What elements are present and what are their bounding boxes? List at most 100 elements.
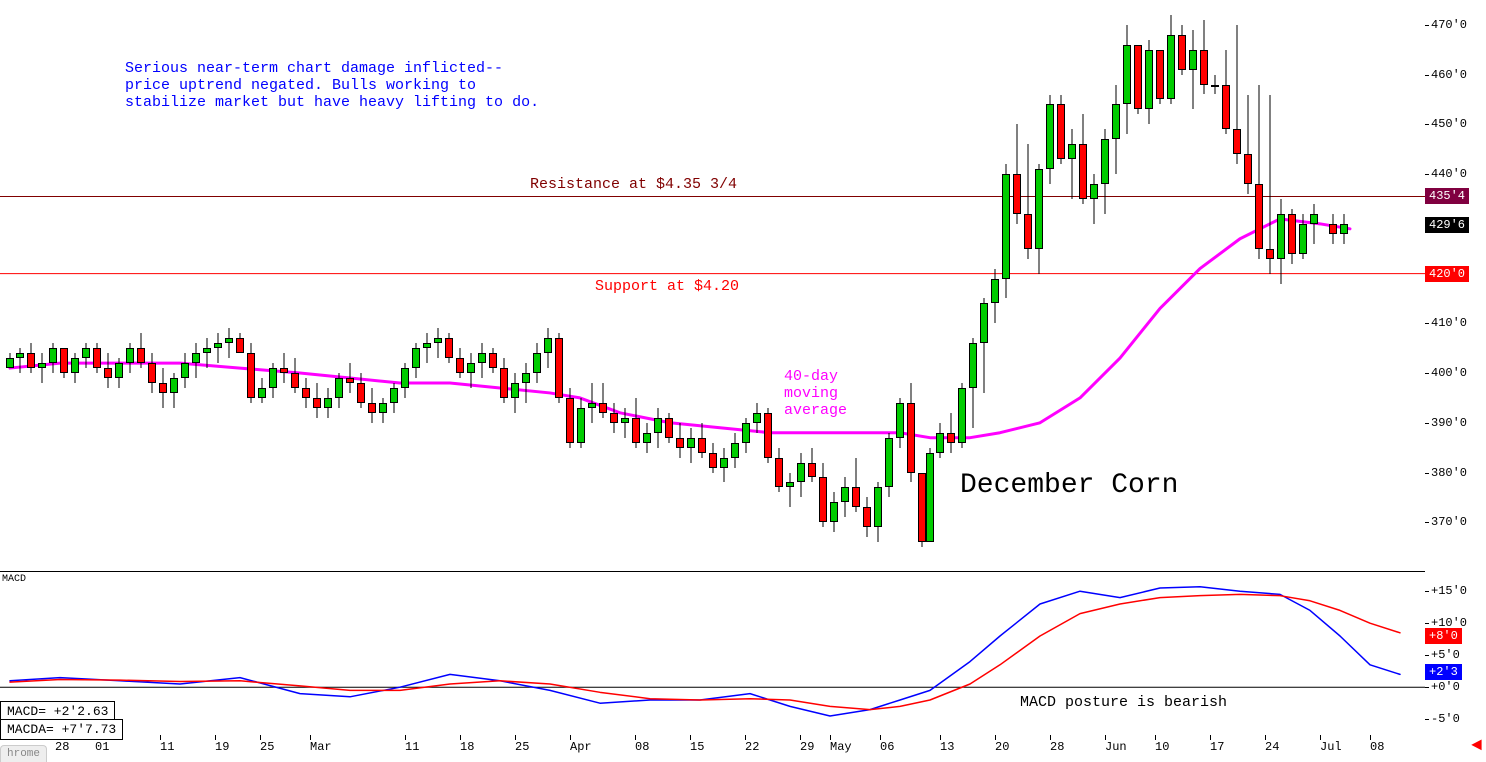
price-tag: 429'6: [1425, 217, 1469, 233]
x-tick: 11: [160, 740, 174, 754]
resistance-label: Resistance at $4.35 3/4: [530, 176, 737, 193]
candle[interactable]: [808, 0, 816, 572]
x-tick: 08: [635, 740, 649, 754]
candle[interactable]: [1244, 0, 1252, 572]
red-arrow-icon: ◄: [1471, 736, 1482, 756]
macd-tag: +8'0: [1425, 628, 1462, 644]
x-tick: May: [830, 740, 852, 754]
candle[interactable]: [1329, 0, 1337, 572]
x-tick: 06: [880, 740, 894, 754]
x-tick: Apr: [570, 740, 592, 754]
x-tick: 13: [940, 740, 954, 754]
candle[interactable]: [841, 0, 849, 572]
y-tick: 440'0: [1425, 167, 1467, 181]
candle[interactable]: [71, 0, 79, 572]
candle[interactable]: [6, 0, 14, 572]
candle[interactable]: [947, 0, 955, 572]
candle[interactable]: [936, 0, 944, 572]
candle[interactable]: [885, 0, 893, 572]
macd-commentary: MACD posture is bearish: [1020, 694, 1227, 711]
y-tick: 450'0: [1425, 117, 1467, 131]
support-label: Support at $4.20: [595, 278, 739, 295]
candle[interactable]: [38, 0, 46, 572]
x-tick: 22: [745, 740, 759, 754]
x-tick: 10: [1155, 740, 1169, 754]
candle[interactable]: [1211, 0, 1219, 572]
candle[interactable]: [852, 0, 860, 572]
candle[interactable]: [764, 0, 772, 572]
candle[interactable]: [819, 0, 827, 572]
candle[interactable]: [1200, 0, 1208, 572]
macd-y-tick: +5'0: [1425, 648, 1460, 662]
candle[interactable]: [82, 0, 90, 572]
x-tick: 01: [95, 740, 109, 754]
candle[interactable]: [27, 0, 35, 572]
candle[interactable]: [93, 0, 101, 572]
y-tick: 410'0: [1425, 316, 1467, 330]
x-tick: 28: [55, 740, 69, 754]
y-tick: 380'0: [1425, 466, 1467, 480]
candle[interactable]: [753, 0, 761, 572]
candle[interactable]: [566, 0, 574, 572]
candle[interactable]: [918, 0, 926, 572]
macd-y-tick: -5'0: [1425, 712, 1460, 726]
candle[interactable]: [60, 0, 68, 572]
candle[interactable]: [1255, 0, 1263, 572]
candle[interactable]: [786, 0, 794, 572]
candle[interactable]: [1189, 0, 1197, 572]
macd-y-axis: +15'0+10'0+5'0+0'0-5'0+8'0+2'3: [1425, 572, 1486, 732]
macd-tag: +2'3: [1425, 664, 1462, 680]
candle[interactable]: [1277, 0, 1285, 572]
candle[interactable]: [115, 0, 123, 572]
macd-y-tick: +15'0: [1425, 584, 1467, 598]
chart-container: 470'0460'0450'0440'0430'0420'0410'0400'0…: [0, 0, 1486, 762]
x-tick: 28: [1050, 740, 1064, 754]
browser-tab[interactable]: hrome: [0, 745, 47, 762]
macd-y-tick: +0'0: [1425, 680, 1460, 694]
candle[interactable]: [1299, 0, 1307, 572]
x-tick: 11: [405, 740, 419, 754]
y-tick: 390'0: [1425, 416, 1467, 430]
commentary-text: Serious near-term chart damage inflicted…: [125, 60, 539, 111]
price-tag: 435'4: [1425, 188, 1469, 204]
x-tick: Jul: [1320, 740, 1342, 754]
candle[interactable]: [863, 0, 871, 572]
candle[interactable]: [1310, 0, 1318, 572]
macda-value-label: MACDA= +7'7.73: [0, 719, 123, 740]
candle[interactable]: [1340, 0, 1348, 572]
candle[interactable]: [577, 0, 585, 572]
x-tick: 25: [515, 740, 529, 754]
candle[interactable]: [797, 0, 805, 572]
candle[interactable]: [1266, 0, 1274, 572]
candle[interactable]: [544, 0, 552, 572]
candle[interactable]: [775, 0, 783, 572]
macd-panel-title: MACD: [2, 574, 26, 585]
x-tick: Mar: [310, 740, 332, 754]
candle[interactable]: [49, 0, 57, 572]
candle[interactable]: [1222, 0, 1230, 572]
candle[interactable]: [555, 0, 563, 572]
candle[interactable]: [907, 0, 915, 572]
x-tick: 25: [260, 740, 274, 754]
candle[interactable]: [742, 0, 750, 572]
candle[interactable]: [874, 0, 882, 572]
candle[interactable]: [104, 0, 112, 572]
x-axis: 2801111925Mar111825Apr08152229May0613202…: [0, 732, 1425, 762]
y-tick: 470'0: [1425, 18, 1467, 32]
chart-title: December Corn: [960, 470, 1178, 501]
candle[interactable]: [896, 0, 904, 572]
x-tick: 19: [215, 740, 229, 754]
x-tick: 17: [1210, 740, 1224, 754]
x-tick: 08: [1370, 740, 1384, 754]
candle[interactable]: [1288, 0, 1296, 572]
x-tick: 15: [690, 740, 704, 754]
candle[interactable]: [830, 0, 838, 572]
x-tick: Jun: [1105, 740, 1127, 754]
moving-average-label: 40-day moving average: [784, 368, 847, 419]
candle[interactable]: [16, 0, 24, 572]
x-tick: 20: [995, 740, 1009, 754]
candle[interactable]: [1233, 0, 1241, 572]
candle[interactable]: [1178, 0, 1186, 572]
price-y-axis: 470'0460'0450'0440'0430'0420'0410'0400'0…: [1425, 0, 1486, 572]
candle[interactable]: [926, 0, 934, 572]
